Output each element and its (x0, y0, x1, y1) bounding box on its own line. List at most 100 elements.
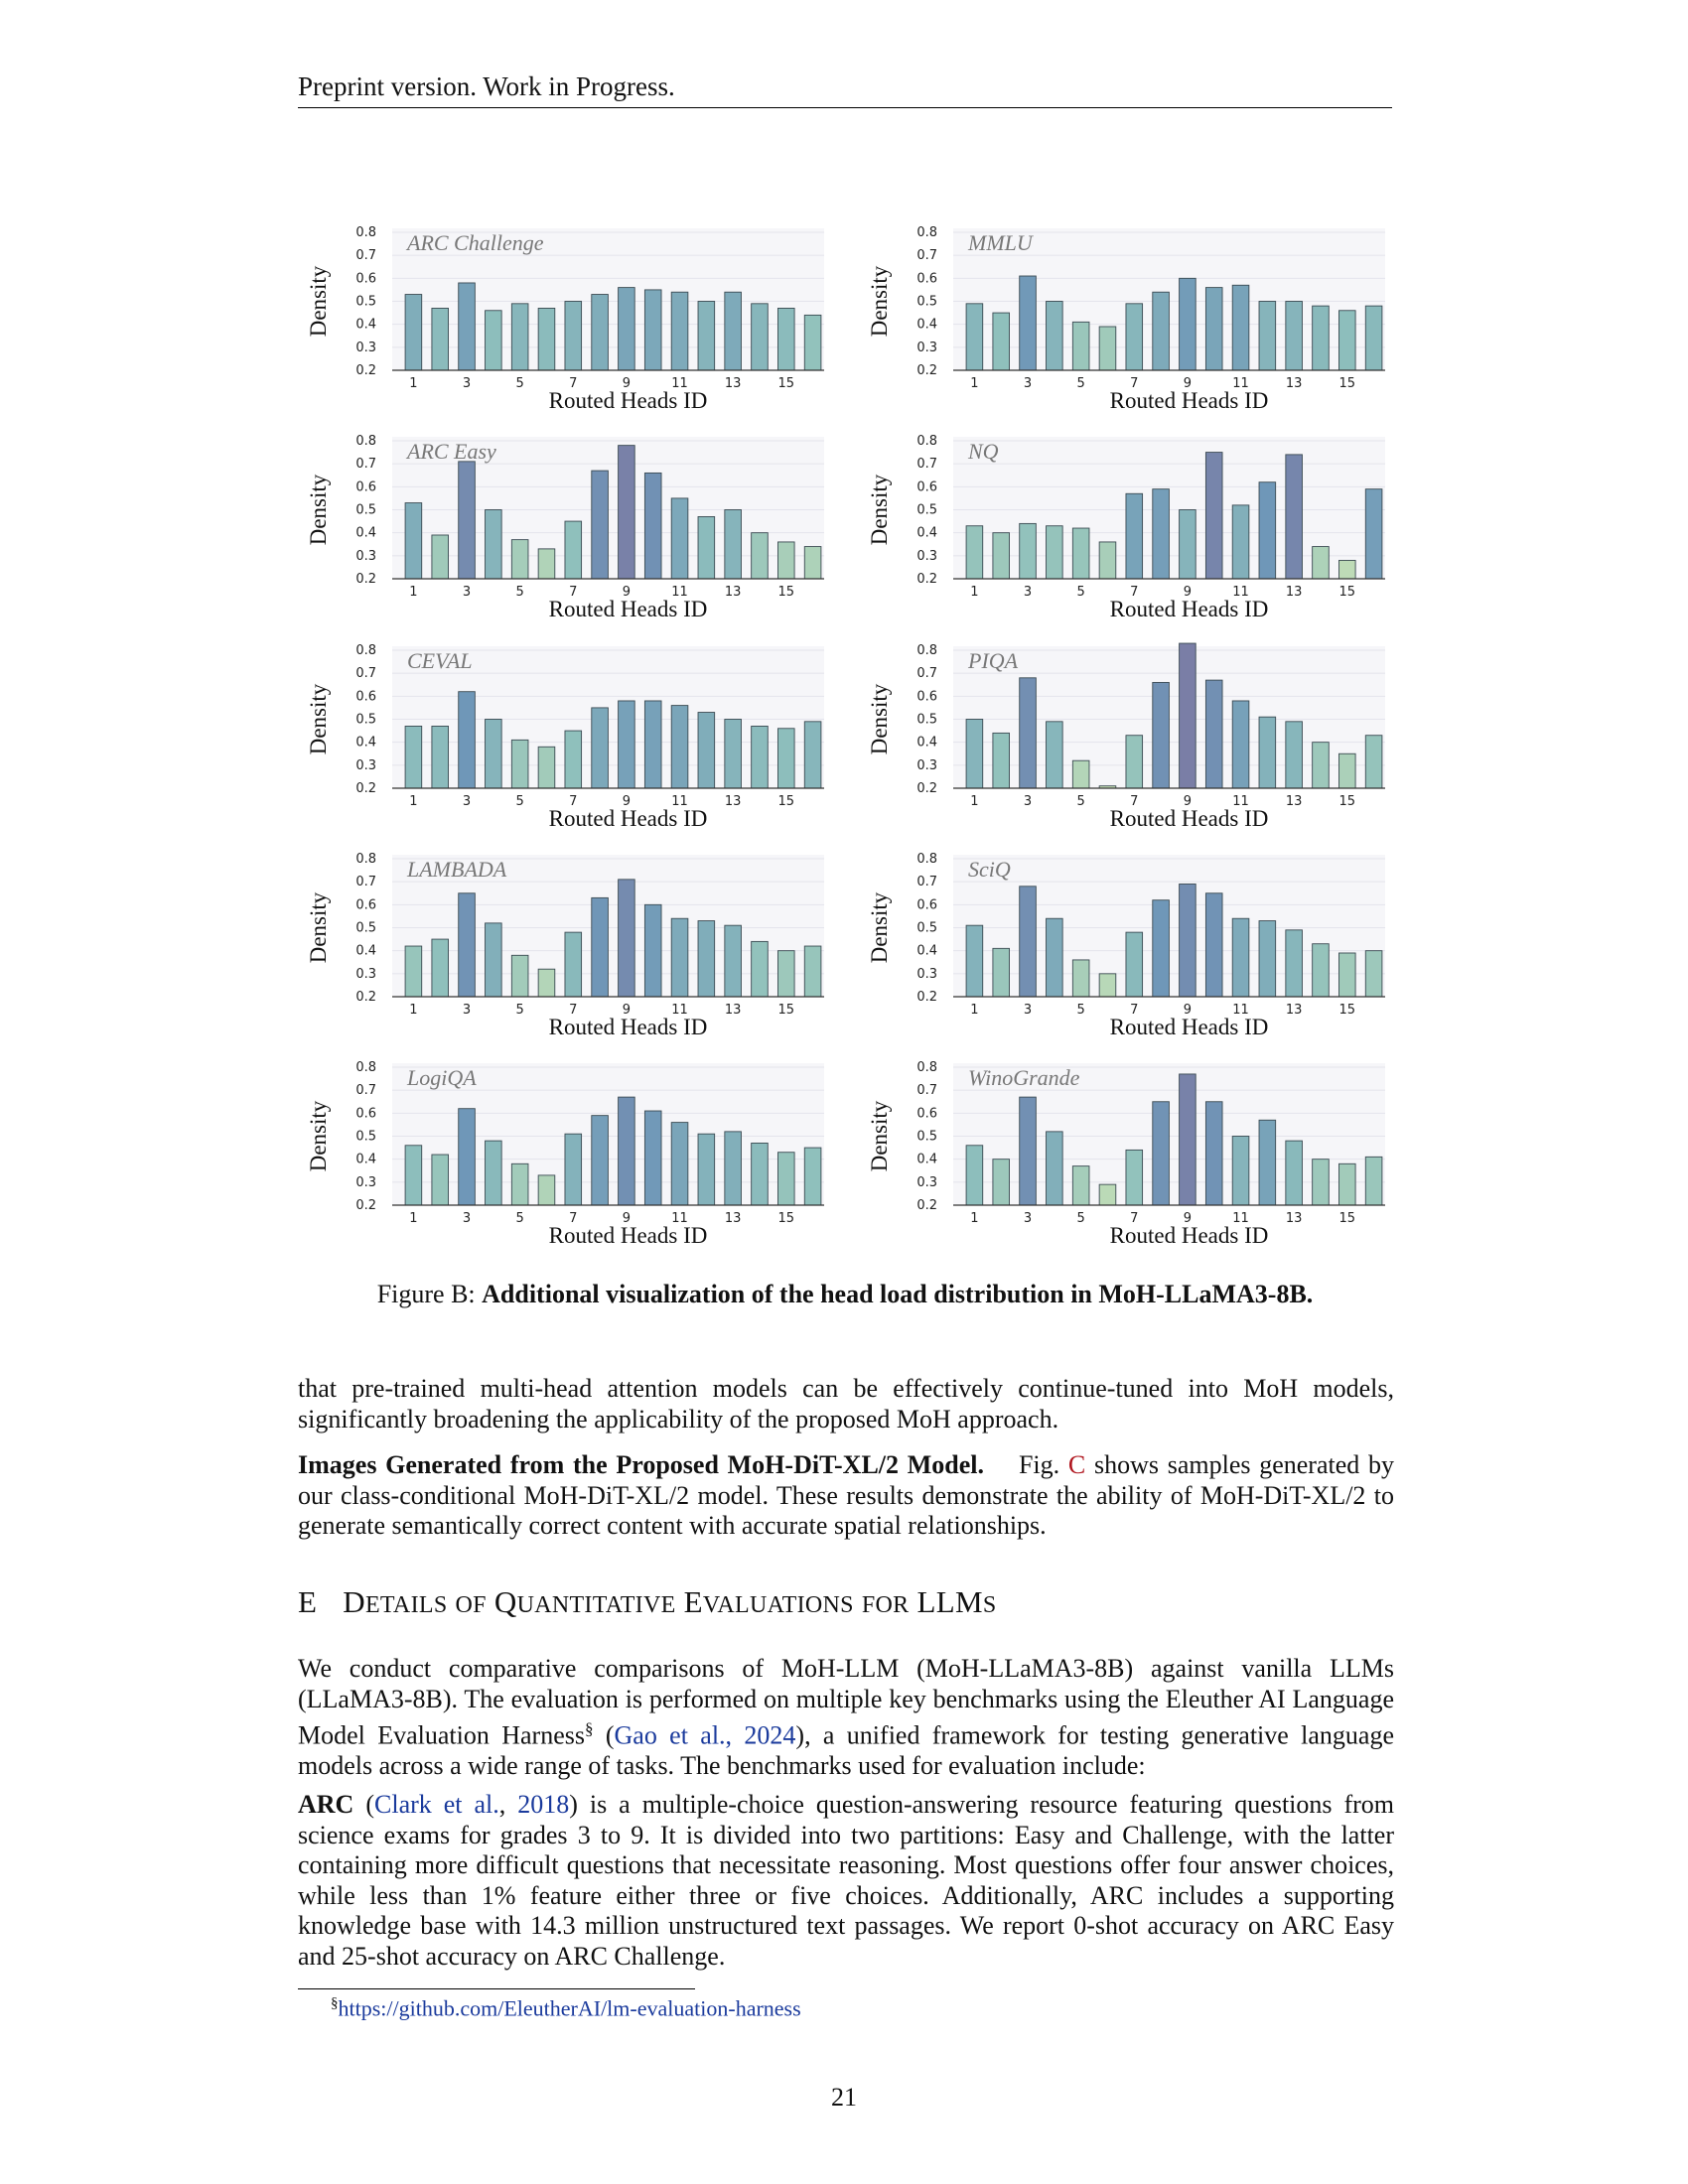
citation-link-year[interactable]: 2018 (517, 1790, 570, 1819)
bar-head-15 (777, 1152, 795, 1206)
bar-head-14 (751, 1142, 769, 1206)
bar-head-10 (1204, 892, 1223, 998)
bar-head-3 (1019, 677, 1037, 789)
paren-open: ( (365, 1790, 374, 1819)
section-title: DETAILS OF QUANTITATIVE EVALUATIONS FOR … (343, 1584, 997, 1619)
footnote-url-link[interactable]: https://github.com/EleutherAI/lm-evaluat… (338, 1995, 801, 2021)
bar-head-1 (965, 1145, 984, 1206)
chart-nq: 0.2 0.3 0.4 0.5 0.6 0.7 0.8 1 3 5 7 9 11 13 15 NQ Routed… (867, 434, 1405, 633)
y-tick-label: 0.8 (355, 434, 376, 449)
bar-head-11 (1231, 284, 1250, 371)
y-tick-label: 0.6 (355, 1106, 376, 1121)
bar-head-10 (1204, 1101, 1223, 1206)
y-tick-label: 0.8 (355, 1060, 376, 1075)
bar-head-2 (431, 307, 449, 371)
x-tick-label: 11 (671, 585, 688, 600)
y-tick-label: 0.5 (916, 295, 937, 310)
bar-head-11 (670, 1122, 689, 1206)
bar-head-5 (1071, 1165, 1090, 1206)
bar-head-9 (618, 287, 635, 371)
x-tick-label: 15 (778, 1003, 795, 1018)
y-tick-label: 0.7 (355, 1083, 376, 1098)
bar-head-8 (1152, 681, 1170, 789)
y-tick-label: 0.5 (355, 921, 376, 936)
bar-head-1 (965, 924, 984, 998)
bar-head-16 (803, 945, 822, 998)
x-tick-label: 5 (1077, 1211, 1085, 1226)
y-tick-label: 0.8 (355, 225, 376, 240)
bar-head-5 (1071, 321, 1090, 371)
bar-head-15 (1338, 560, 1356, 580)
y-tick-label: 0.4 (355, 736, 376, 751)
x-tick-label: 3 (463, 585, 471, 600)
bar-head-11 (1231, 700, 1250, 789)
y-tick-label: 0.6 (355, 689, 376, 704)
section-heading: E DETAILS OF QUANTITATIVE EVALUATIONS FOR… (298, 1584, 997, 1620)
x-tick-label: 3 (1024, 585, 1032, 600)
y-tick-label: 0.6 (916, 689, 937, 704)
bar-head-7 (564, 1133, 583, 1206)
bar-head-13 (1285, 721, 1303, 789)
y-axis-label: Density (306, 265, 331, 337)
citation-link-clark[interactable]: Clark et al. (374, 1790, 499, 1819)
x-axis-label: Routed Heads ID (549, 388, 708, 413)
y-tick-label: 0.2 (916, 781, 937, 796)
bar-head-13 (724, 291, 742, 371)
chart-title: ARC Easy (405, 439, 496, 464)
bar-head-11 (1231, 504, 1250, 580)
x-tick-label: 13 (725, 1003, 742, 1018)
bar-head-13 (1285, 929, 1303, 998)
x-tick-label: 1 (970, 1211, 978, 1226)
chart-svg: 0.20.30.40.50.60.70.81 3 5 7 9 11 13 15SciQRout… (867, 852, 1385, 1039)
x-axis-label: Routed Heads ID (549, 1015, 708, 1039)
bar-head-16 (803, 721, 822, 789)
bar-head-10 (643, 472, 662, 580)
bar-head-9 (1179, 884, 1196, 998)
x-tick-label: 7 (1130, 585, 1138, 600)
x-tick-label: 1 (409, 794, 417, 809)
bar-head-6 (1098, 1183, 1117, 1206)
citation-link-gao[interactable]: Gao et al., 2024 (614, 1720, 796, 1750)
figure-ref-link[interactable]: C (1067, 1450, 1086, 1479)
x-tick-label: 11 (1232, 1003, 1249, 1018)
bar-head-8 (1152, 291, 1170, 371)
y-axis-label: Density (867, 891, 892, 963)
x-tick-label: 3 (463, 1003, 471, 1018)
x-tick-label: 15 (778, 794, 795, 809)
x-tick-label: 5 (516, 1211, 524, 1226)
fig-prefix: Fig. (1018, 1450, 1060, 1479)
y-tick-label: 0.8 (916, 1060, 937, 1075)
x-axis-label: Routed Heads ID (549, 597, 708, 621)
y-tick-label: 0.8 (355, 852, 376, 867)
chart-svg: 0.20.30.40.50.60.70.81 3 5 7 9 11 13 15LAMBADAR… (306, 852, 824, 1039)
chart-svg: 0.20.30.40.50.60.70.81 3 5 7 9 11 13 15PIQARout… (867, 642, 1385, 831)
chart-svg: 0.20.30.40.50.60.70.81 3 5 7 9 11 13 15NQRouted… (867, 434, 1385, 621)
paragraph-continuation: that pre-trained multi-head attention mo… (298, 1374, 1394, 1433)
x-tick-label: 15 (1339, 1211, 1356, 1226)
chart-title: WinoGrande (968, 1065, 1080, 1090)
bar-head-14 (1312, 943, 1330, 998)
bar-head-16 (1364, 1156, 1383, 1206)
x-tick-label: 5 (516, 794, 524, 809)
bar-head-12 (1258, 716, 1277, 789)
bar-head-1 (404, 725, 423, 789)
x-tick-label: 11 (1232, 1211, 1249, 1226)
y-tick-label: 0.6 (916, 479, 937, 494)
bar-head-11 (670, 917, 689, 998)
bar-head-3 (1019, 1096, 1037, 1206)
y-tick-label: 0.4 (916, 526, 937, 541)
y-tick-label: 0.4 (355, 526, 376, 541)
chart-mmlu: 0.2 0.3 0.4 0.5 0.6 0.7 0.8 1 3 5 7 9 11 13 15 MMLU Rout… (867, 225, 1405, 425)
x-tick-label: 7 (1130, 794, 1138, 809)
x-tick-label: 3 (463, 794, 471, 809)
x-tick-label: 1 (409, 1211, 417, 1226)
x-tick-label: 9 (623, 376, 631, 391)
y-tick-label: 0.8 (916, 225, 937, 240)
y-tick-label: 0.6 (916, 271, 937, 286)
bar-head-6 (537, 307, 556, 371)
y-tick-label: 0.7 (916, 457, 937, 472)
y-tick-label: 0.8 (916, 434, 937, 449)
bar-head-1 (404, 945, 423, 998)
bar-head-4 (485, 922, 502, 998)
bar-head-15 (777, 307, 795, 371)
